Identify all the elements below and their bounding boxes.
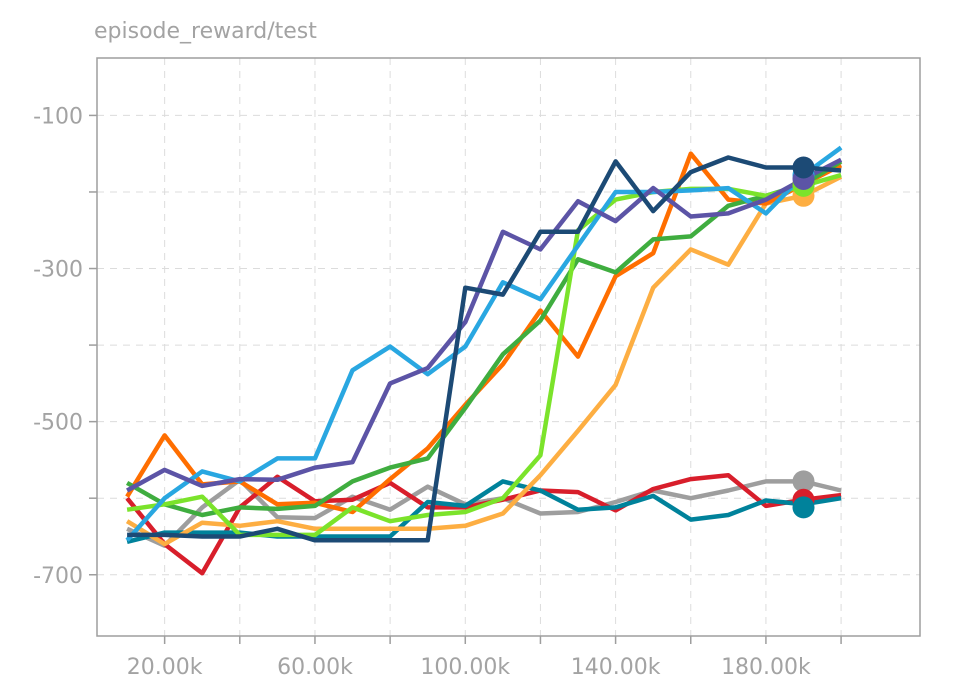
y-tick-label: -100 (33, 104, 83, 129)
y-tick-label: -500 (33, 411, 83, 436)
series-line (127, 155, 842, 543)
y-tick-label: -700 (33, 564, 83, 589)
series-line (125, 174, 843, 547)
x-axis-tick-labels: 20.00k 60.00k 100.00k 140.00k 180.00k (127, 655, 811, 680)
x-tick-label: 140.00k (571, 655, 661, 680)
grid (97, 58, 920, 636)
x-tick-label: 180.00k (721, 655, 811, 680)
series-lines (125, 145, 843, 576)
series-line (126, 157, 843, 493)
plot-frame (96, 57, 921, 637)
series-line (125, 151, 843, 515)
chart-title: episode_reward/test (94, 19, 317, 44)
y-axis-tick-labels: -100 -300 -500 -700 (33, 104, 83, 588)
series-line (125, 159, 843, 518)
y-tick-label: -300 (33, 258, 83, 283)
x-tick-label: 20.00k (127, 655, 203, 680)
axis-tick-marks (89, 114, 842, 644)
series-endpoints (792, 156, 815, 519)
x-tick-label: 60.00k (277, 655, 353, 680)
x-tick-label: 100.00k (420, 655, 510, 680)
series-endpoint-marker (792, 496, 815, 519)
series-endpoint-marker (792, 470, 815, 493)
series-endpoint-marker (792, 156, 815, 179)
